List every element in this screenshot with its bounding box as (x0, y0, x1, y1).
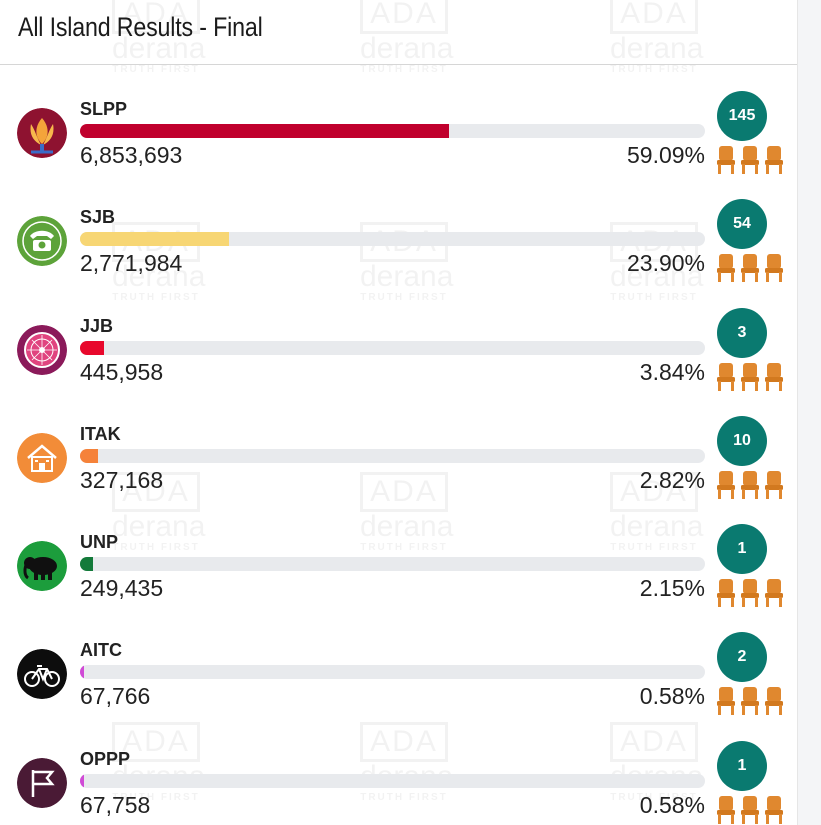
vote-percent: 0.58% (639, 683, 705, 709)
telephone-icon (17, 216, 67, 266)
seat-chairs (716, 579, 784, 607)
chair-icon (716, 471, 736, 499)
vote-percent: 2.82% (639, 467, 705, 493)
vote-count: 67,766 (80, 683, 151, 709)
vote-count: 327,168 (80, 467, 164, 493)
vote-share-bar (80, 341, 705, 355)
seat-count-badge: 145 (717, 91, 767, 141)
party-row-unp: UNP 249,435 2.15% 1 (0, 524, 797, 632)
seat-chairs (716, 363, 784, 391)
page-title: All Island Results - Final (18, 12, 263, 42)
chair-icon (740, 796, 760, 824)
party-name: OPPP (80, 749, 131, 769)
seat-chairs (716, 687, 784, 715)
chair-icon (764, 254, 784, 282)
chair-icon (740, 146, 760, 174)
compass-icon (17, 325, 67, 375)
seat-chairs (716, 471, 784, 499)
chair-icon (716, 579, 736, 607)
vote-count: 67,758 (80, 792, 151, 818)
party-name: SJB (80, 207, 116, 227)
party-name: SLPP (80, 99, 128, 119)
party-row-jjb: JJB 445,958 3.84% 3 (0, 308, 797, 416)
seat-count-badge: 1 (717, 741, 767, 791)
vote-count: 6,853,693 (80, 142, 183, 168)
seat-chairs (716, 146, 784, 174)
elephant-icon (17, 541, 67, 591)
party-row-slpp: SLPP 6,853,693 59.09% 145 (0, 91, 797, 199)
party-row-sjb: SJB 2,771,984 23.90% 54 (0, 199, 797, 307)
party-name: AITC (80, 640, 122, 660)
vote-percent: 2.15% (639, 575, 705, 601)
chair-icon (764, 146, 784, 174)
watermark-tagline: TRUTH FIRST (360, 64, 448, 75)
flag-icon (17, 758, 67, 808)
chair-icon (740, 579, 760, 607)
house-icon (17, 433, 67, 483)
vote-count: 2,771,984 (80, 250, 183, 276)
results-panel: ADA derana TRUTH FIRST ADA derana TRUTH FIRST… (0, 0, 798, 825)
vote-share-fill (80, 124, 450, 138)
chair-icon (716, 363, 736, 391)
watermark-tagline: TRUTH FIRST (610, 64, 698, 75)
chair-icon (716, 687, 736, 715)
vote-share-fill (80, 232, 230, 246)
chair-icon (740, 687, 760, 715)
chair-icon (716, 796, 736, 824)
party-row-oppp: OPPP 67,758 0.58% 1 (0, 741, 797, 825)
chair-icon (740, 363, 760, 391)
chair-icon (764, 471, 784, 499)
vote-share-bar (80, 124, 705, 138)
chair-icon (740, 471, 760, 499)
scrollbar-track[interactable] (798, 0, 821, 825)
party-row-aitc: AITC 67,766 0.58% 2 (0, 632, 797, 740)
party-row-itak: ITAK 327,168 2.82% 10 (0, 416, 797, 524)
chair-icon (764, 796, 784, 824)
bicycle-icon (17, 649, 67, 699)
vote-percent: 0.58% (639, 792, 705, 818)
seat-count-badge: 3 (717, 308, 767, 358)
vote-percent: 59.09% (626, 142, 705, 168)
vote-percent: 23.90% (626, 250, 705, 276)
party-name: ITAK (80, 424, 121, 444)
results-header: All Island Results - Final (0, 0, 797, 65)
chair-icon (716, 146, 736, 174)
vote-share-fill (80, 341, 104, 355)
seat-count-badge: 10 (717, 416, 767, 466)
chair-icon (740, 254, 760, 282)
party-name: JJB (80, 316, 114, 336)
watermark-tagline: TRUTH FIRST (112, 64, 200, 75)
vote-share-fill (80, 665, 84, 679)
vote-count: 445,958 (80, 359, 164, 385)
chair-icon (764, 363, 784, 391)
vote-share-bar (80, 774, 705, 788)
vote-count: 249,435 (80, 575, 164, 601)
vote-share-fill (80, 774, 84, 788)
lotus-bud-icon (17, 108, 67, 158)
chair-icon (764, 687, 784, 715)
seat-chairs (716, 796, 784, 824)
seat-count-badge: 1 (717, 524, 767, 574)
vote-share-bar (80, 449, 705, 463)
vote-share-bar (80, 232, 705, 246)
chair-icon (716, 254, 736, 282)
seat-count-badge: 54 (717, 199, 767, 249)
vote-share-fill (80, 449, 98, 463)
vote-percent: 3.84% (639, 359, 705, 385)
seat-count-badge: 2 (717, 632, 767, 682)
vote-share-bar (80, 665, 705, 679)
vote-share-bar (80, 557, 705, 571)
seat-chairs (716, 254, 784, 282)
party-name: UNP (80, 532, 119, 552)
chair-icon (764, 579, 784, 607)
vote-share-fill (80, 557, 94, 571)
